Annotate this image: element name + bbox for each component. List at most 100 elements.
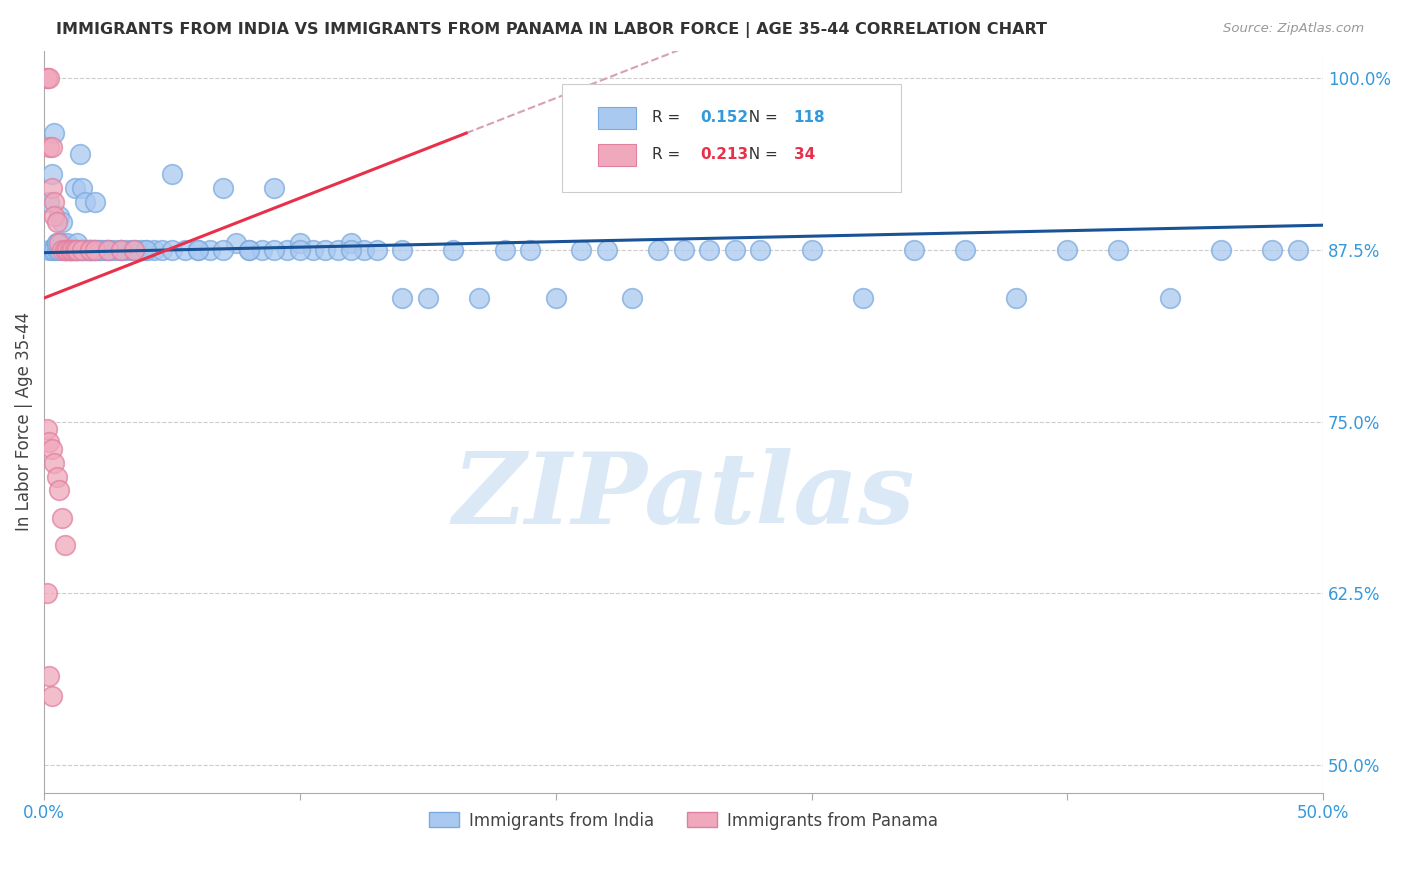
Point [1261,243,1284,257]
Point [724,243,747,257]
Text: 34: 34 [793,147,815,162]
Point [315,243,337,257]
Point [569,243,592,257]
Point [38,194,60,209]
Point [48,483,70,498]
Point [41,167,63,181]
Point [73,243,96,257]
Point [35,71,58,86]
Point [468,291,491,305]
Y-axis label: In Labor Force | Age 35-44: In Labor Force | Age 35-44 [15,312,32,532]
Point [104,243,127,257]
Point [225,235,247,250]
Point [135,243,157,257]
Point [544,291,567,305]
Point [263,181,285,195]
Point [187,243,209,257]
Point [53,243,76,257]
Point [250,243,273,257]
Point [125,243,148,257]
Point [903,243,925,257]
Point [647,243,669,257]
Point [53,243,76,257]
Point [59,243,82,257]
Point [72,181,94,195]
Point [1159,291,1181,305]
FancyBboxPatch shape [562,84,901,192]
Text: 0.213: 0.213 [700,147,748,162]
Point [852,291,875,305]
Text: N =: N = [738,147,782,162]
Point [122,243,145,257]
Point [72,243,94,257]
Point [1209,243,1232,257]
Point [328,243,350,257]
Point [44,456,66,470]
Point [38,71,60,86]
Point [38,243,60,257]
Point [63,243,86,257]
Point [44,194,66,209]
Point [72,243,94,257]
Point [41,140,63,154]
Point [66,243,89,257]
Point [160,243,183,257]
Point [79,243,101,257]
Text: Source: ZipAtlas.com: Source: ZipAtlas.com [1223,22,1364,36]
Point [84,194,107,209]
Point [97,243,120,257]
Point [76,243,98,257]
Point [63,243,86,257]
Point [97,243,120,257]
Point [44,243,66,257]
Point [89,243,111,257]
Point [79,243,101,257]
Point [53,538,76,552]
Point [212,243,235,257]
Point [48,243,70,257]
Point [60,243,83,257]
Point [672,243,695,257]
Point [38,140,60,154]
Text: ZIPatlas: ZIPatlas [453,448,915,544]
Point [73,243,96,257]
Point [135,243,157,257]
Point [60,243,83,257]
Point [697,243,720,257]
Point [45,243,67,257]
Point [91,243,114,257]
Point [150,243,173,257]
Point [79,243,101,257]
Point [187,243,209,257]
Point [100,243,122,257]
Point [953,243,976,257]
Point [38,435,60,450]
Point [122,243,145,257]
Text: R =: R = [651,110,685,125]
Point [69,243,91,257]
Point [301,243,323,257]
Text: IMMIGRANTS FROM INDIA VS IMMIGRANTS FROM PANAMA IN LABOR FORCE | AGE 35-44 CORRE: IMMIGRANTS FROM INDIA VS IMMIGRANTS FROM… [56,22,1047,38]
Point [59,243,82,257]
Point [276,243,298,257]
Point [353,243,375,257]
Point [288,235,311,250]
Point [45,469,67,483]
Point [97,243,120,257]
Point [44,209,66,223]
Point [749,243,772,257]
Point [131,243,153,257]
Point [59,243,82,257]
Point [56,243,79,257]
Point [340,243,363,257]
Point [82,243,104,257]
Point [56,235,79,250]
Point [48,235,70,250]
Text: 0.152: 0.152 [700,110,748,125]
Point [391,291,413,305]
Point [494,243,516,257]
Point [41,690,63,704]
Point [66,235,89,250]
Point [441,243,464,257]
Point [69,146,91,161]
